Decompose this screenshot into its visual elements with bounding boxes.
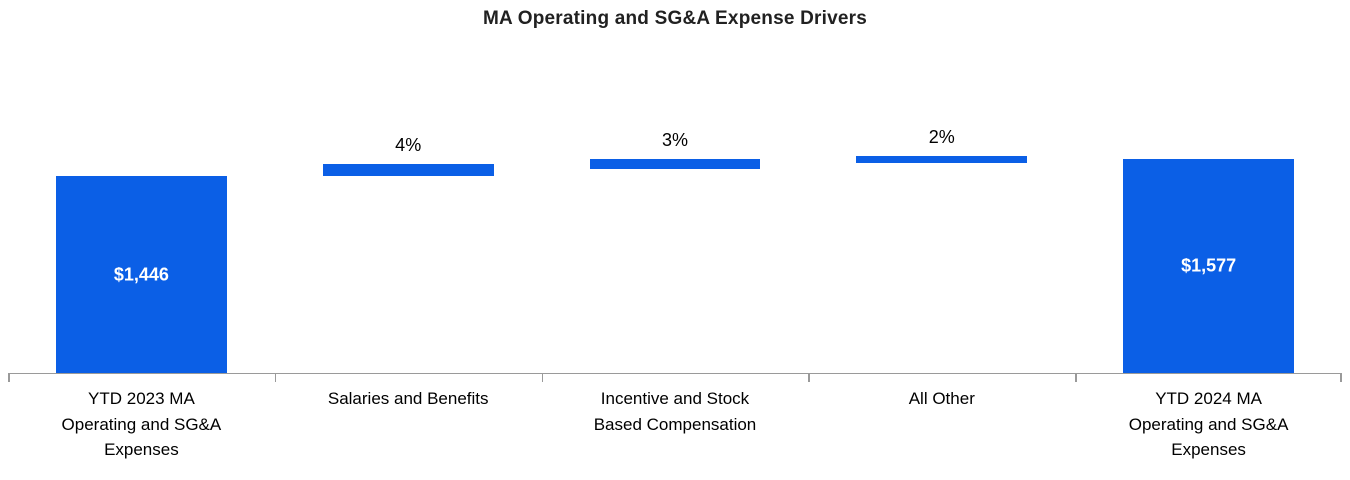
x-axis-tick [541, 373, 544, 382]
bar-value-label-5: $1,577 [1181, 255, 1237, 276]
category-label-line: Expenses [104, 440, 179, 459]
category-label-line: Incentive and Stock [600, 389, 750, 408]
x-axis-tick [1075, 373, 1077, 382]
category-label-line: Operating and SG&A [61, 414, 222, 434]
chart-title: MA Operating and SG&A Expense Drivers [483, 8, 867, 29]
x-axis-tick [808, 373, 810, 382]
waterfall-bar-3 [589, 159, 761, 169]
category-label-line: YTD 2023 MA [88, 389, 195, 408]
delta-percent-label-2: 4% [395, 134, 422, 155]
waterfall-bar-4 [856, 156, 1028, 163]
category-label-line: Salaries and Benefits [327, 389, 489, 408]
category-label-line: YTD 2024 MA [1155, 389, 1262, 408]
bar-value-label-1: $1,446 [113, 264, 169, 285]
category-label-2: Salaries and Benefits [275, 374, 542, 479]
delta-percent-label-4: 2% [928, 127, 955, 148]
x-axis: YTD 2023 MA Operating and SG&A Expenses Sal… [8, 373, 1342, 479]
waterfall-bar-5 [1123, 158, 1294, 373]
x-axis-tick [1340, 373, 1342, 382]
x-axis-tick [8, 373, 10, 382]
category-label-5: YTD 2024 MA Operating and SG&A Expenses [1075, 374, 1342, 479]
category-label-line: Operating and SG&A [1128, 414, 1289, 434]
category-label-line: All Other [908, 389, 975, 408]
category-label-4: All Other [808, 374, 1075, 479]
waterfall-bar-2 [322, 163, 494, 177]
category-label-1: YTD 2023 MA Operating and SG&A Expenses [8, 374, 275, 479]
x-axis-tick [274, 373, 277, 382]
category-label-3: Incentive and Stock Based Compensation [542, 374, 809, 479]
plot-area: $1,446 4% 3% 2% $1,577 [8, 40, 1342, 373]
category-label-line: Based Compensation [593, 414, 757, 434]
category-label-line: Expenses [1171, 440, 1246, 459]
delta-percent-label-3: 3% [661, 130, 689, 151]
waterfall-bar-1 [56, 176, 227, 373]
